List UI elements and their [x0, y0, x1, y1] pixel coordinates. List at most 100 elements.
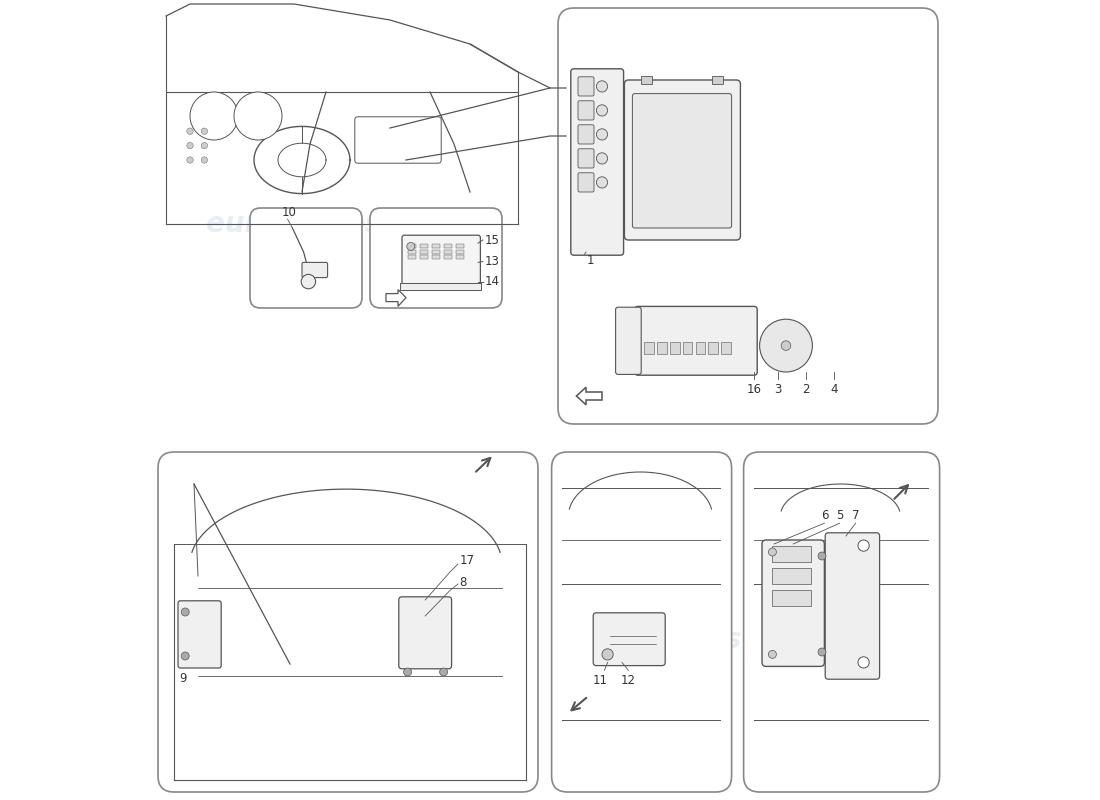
Text: 13: 13: [484, 255, 499, 268]
Bar: [641, 76, 651, 84]
Circle shape: [818, 648, 826, 656]
FancyBboxPatch shape: [370, 208, 502, 308]
FancyBboxPatch shape: [762, 540, 824, 666]
FancyBboxPatch shape: [625, 80, 740, 240]
Bar: [683, 342, 692, 354]
Circle shape: [760, 319, 813, 372]
Bar: [408, 244, 417, 248]
Bar: [408, 250, 417, 254]
FancyBboxPatch shape: [302, 262, 328, 278]
Circle shape: [596, 177, 607, 188]
Bar: [443, 255, 452, 259]
Circle shape: [407, 242, 415, 250]
Text: eurospares: eurospares: [767, 628, 925, 652]
Text: 10: 10: [282, 206, 297, 219]
Circle shape: [596, 153, 607, 164]
FancyBboxPatch shape: [578, 149, 594, 168]
Circle shape: [602, 649, 613, 660]
Circle shape: [301, 274, 316, 289]
Bar: [455, 250, 464, 254]
FancyBboxPatch shape: [399, 597, 452, 669]
Circle shape: [201, 157, 208, 163]
Bar: [455, 244, 464, 248]
Bar: [708, 342, 718, 354]
Circle shape: [234, 92, 282, 140]
FancyBboxPatch shape: [578, 101, 594, 120]
Bar: [431, 255, 440, 259]
FancyBboxPatch shape: [578, 173, 594, 192]
Text: eurospares: eurospares: [207, 626, 382, 654]
FancyBboxPatch shape: [593, 613, 666, 666]
Bar: [419, 255, 428, 259]
Text: 6: 6: [821, 509, 828, 522]
Circle shape: [190, 92, 238, 140]
Circle shape: [769, 650, 777, 658]
Bar: [443, 244, 452, 248]
Bar: [713, 76, 723, 84]
Circle shape: [182, 652, 189, 660]
Text: 17: 17: [460, 554, 474, 566]
Bar: [431, 250, 440, 254]
Text: 9: 9: [179, 672, 186, 685]
FancyBboxPatch shape: [635, 306, 757, 375]
Circle shape: [858, 657, 869, 668]
Bar: [670, 342, 680, 354]
FancyBboxPatch shape: [558, 8, 938, 424]
Text: 11: 11: [593, 674, 608, 686]
Bar: [399, 283, 481, 290]
FancyBboxPatch shape: [158, 452, 538, 792]
FancyBboxPatch shape: [578, 125, 594, 144]
Text: 15: 15: [484, 234, 499, 246]
FancyBboxPatch shape: [551, 452, 732, 792]
Circle shape: [858, 540, 869, 551]
Text: 3: 3: [774, 383, 782, 396]
Text: eurospares: eurospares: [207, 210, 382, 238]
Circle shape: [781, 341, 791, 350]
FancyBboxPatch shape: [616, 307, 641, 374]
FancyBboxPatch shape: [571, 69, 624, 255]
Bar: [722, 342, 730, 354]
Circle shape: [404, 668, 411, 676]
Text: 5: 5: [836, 509, 844, 522]
Text: 2: 2: [802, 383, 810, 396]
Bar: [772, 568, 811, 584]
FancyBboxPatch shape: [178, 601, 221, 668]
Bar: [657, 342, 667, 354]
Bar: [408, 255, 417, 259]
Bar: [419, 250, 428, 254]
Bar: [455, 255, 464, 259]
FancyBboxPatch shape: [578, 77, 594, 96]
FancyBboxPatch shape: [355, 117, 441, 163]
Circle shape: [596, 105, 607, 116]
FancyBboxPatch shape: [744, 452, 939, 792]
Circle shape: [818, 552, 826, 560]
Bar: [772, 590, 811, 606]
Text: eurospares: eurospares: [566, 626, 741, 654]
Text: 1: 1: [586, 254, 594, 267]
Circle shape: [201, 142, 208, 149]
Bar: [419, 244, 428, 248]
FancyBboxPatch shape: [825, 533, 880, 679]
Text: 12: 12: [620, 674, 636, 686]
Circle shape: [201, 128, 208, 134]
Text: 16: 16: [747, 383, 761, 396]
Circle shape: [596, 129, 607, 140]
Circle shape: [182, 608, 189, 616]
Text: eurospares: eurospares: [623, 202, 798, 230]
Circle shape: [440, 668, 448, 676]
Text: 4: 4: [830, 383, 838, 396]
Text: 8: 8: [460, 576, 467, 589]
Bar: [443, 250, 452, 254]
Polygon shape: [576, 387, 602, 405]
Circle shape: [596, 81, 607, 92]
Circle shape: [187, 157, 194, 163]
Circle shape: [187, 128, 194, 134]
Bar: [431, 244, 440, 248]
Bar: [645, 342, 654, 354]
Text: 7: 7: [851, 509, 859, 522]
Circle shape: [187, 142, 194, 149]
Bar: [695, 342, 705, 354]
FancyBboxPatch shape: [632, 94, 732, 228]
Text: 14: 14: [484, 275, 499, 288]
Circle shape: [769, 548, 777, 556]
